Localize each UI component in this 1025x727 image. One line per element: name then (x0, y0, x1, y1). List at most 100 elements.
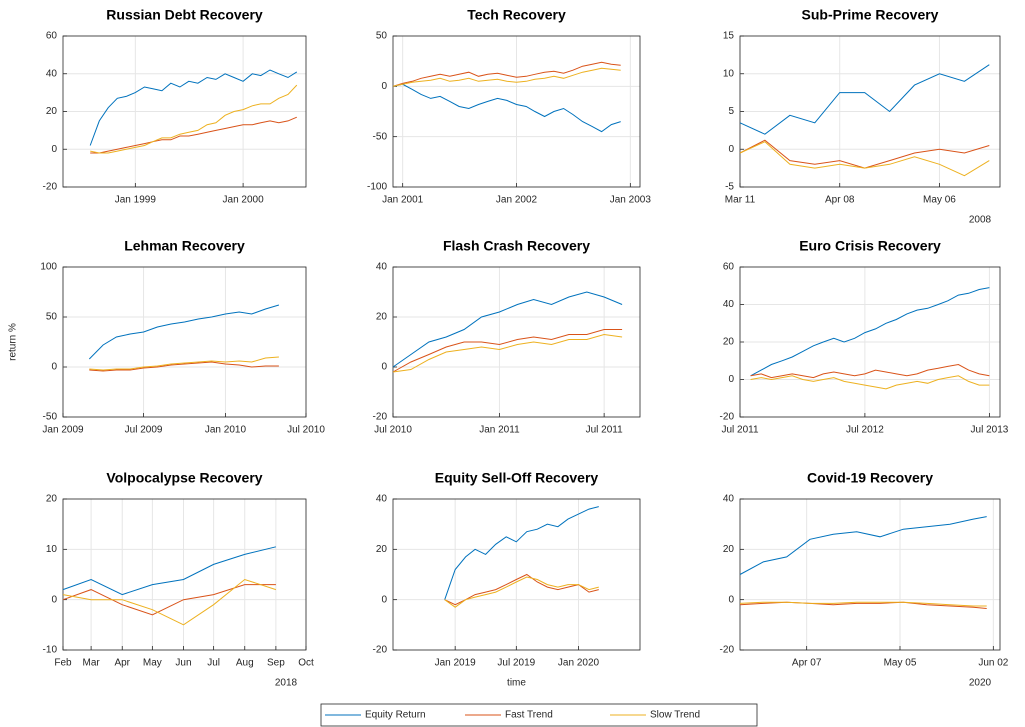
axes-frame (392, 266, 641, 418)
series-line (739, 141, 990, 177)
y-tick-label: 20 (376, 312, 388, 323)
series-line (444, 573, 599, 606)
x-tick-label: Sep (267, 658, 285, 669)
y-tick-label: 0 (381, 362, 387, 373)
x-year-label: 2020 (969, 678, 992, 689)
y-tick-label: 40 (723, 494, 735, 505)
x-tick-label: Jan 2003 (610, 195, 652, 206)
y-tick-label: 50 (46, 312, 58, 323)
x-tick-label: Mar 11 (725, 195, 756, 206)
series-line (392, 329, 623, 373)
series-line (444, 576, 599, 608)
x-year-label: 2018 (275, 678, 298, 689)
y-tick-label: 0 (728, 144, 734, 155)
series-line (444, 506, 599, 600)
series-line (62, 584, 276, 616)
series-line (392, 333, 623, 373)
x-tick-label: May 06 (923, 195, 956, 206)
legend-label: Fast Trend (505, 710, 553, 721)
legend-box (320, 703, 758, 727)
x-tick-label: Jan 2000 (223, 195, 265, 206)
y-tick-label: 0 (728, 374, 734, 385)
y-tick-label: 20 (723, 544, 735, 555)
y-tick-label: 15 (723, 31, 735, 42)
x-tick-label: Oct (298, 658, 314, 669)
x-tick-label: Jul 2013 (971, 425, 1009, 436)
y-tick-label: 0 (381, 594, 387, 605)
x-tick-label: Aug (236, 658, 254, 669)
series-line (89, 361, 279, 372)
y-tick-label: 0 (51, 594, 57, 605)
panel-title: Russian Debt Recovery (106, 7, 263, 23)
x-axis-label: time (507, 678, 526, 689)
x-tick-label: Jan 2010 (205, 425, 247, 436)
x-tick-label: Feb (54, 658, 72, 669)
axes-frame (392, 498, 641, 651)
x-tick-label: Jul 2011 (721, 425, 759, 436)
series-line (750, 363, 990, 379)
series-line (90, 84, 298, 154)
x-tick-label: Mar (82, 658, 100, 669)
plot-area (740, 499, 1000, 650)
x-tick-label: Jul 2010 (287, 425, 325, 436)
panel-title: Volpocalypse Recovery (106, 470, 262, 486)
y-tick-label: 0 (51, 362, 57, 373)
x-tick-label: Jun 02 (978, 658, 1008, 669)
y-tick-label: 0 (728, 594, 734, 605)
series-line (739, 516, 987, 575)
x-tick-label: Jul 2009 (125, 425, 163, 436)
plot-area (393, 267, 640, 417)
y-tick-label: 40 (723, 299, 735, 310)
series-line (750, 287, 990, 377)
series-line (392, 67, 621, 87)
y-tick-label: 20 (723, 337, 735, 348)
panel-title: Euro Crisis Recovery (799, 238, 941, 254)
series-line (739, 64, 990, 135)
axes-frame (739, 266, 1001, 418)
y-tick-label: 10 (723, 68, 735, 79)
y-tick-label: -5 (725, 182, 734, 193)
x-tick-label: Jul 2011 (586, 425, 624, 436)
y-tick-label: 60 (723, 262, 735, 273)
panel-title: Sub-Prime Recovery (802, 7, 939, 23)
y-tick-label: 20 (376, 544, 388, 555)
y-tick-label: -20 (720, 645, 735, 656)
series-line (392, 83, 621, 133)
x-tick-label: Jun (175, 658, 191, 669)
x-tick-label: Jul 2010 (374, 425, 412, 436)
panel-title: Flash Crash Recovery (443, 238, 590, 254)
axes-frame (392, 35, 641, 188)
y-tick-label: 20 (46, 494, 58, 505)
y-tick-label: 50 (376, 31, 388, 42)
x-tick-label: Jan 2019 (435, 658, 477, 669)
x-tick-label: Jan 1999 (115, 195, 157, 206)
x-tick-label: Jan 2009 (42, 425, 84, 436)
legend-label: Slow Trend (650, 710, 700, 721)
panel-title: Equity Sell-Off Recovery (435, 470, 599, 486)
series-line (62, 578, 277, 626)
x-tick-label: Apr 07 (792, 658, 822, 669)
y-tick-label: 40 (376, 262, 388, 273)
axes-frame (62, 266, 307, 418)
plot-area (63, 267, 306, 417)
x-tick-label: Jan 2011 (479, 425, 520, 436)
y-tick-label: 5 (728, 106, 734, 117)
y-tick-label: -20 (373, 412, 388, 423)
y-tick-label: 0 (381, 81, 387, 92)
y-tick-label: -10 (43, 645, 58, 656)
x-tick-label: May (143, 658, 162, 669)
axes-frame (739, 35, 1001, 188)
legend-label: Equity Return (365, 710, 426, 721)
y-tick-label: 40 (376, 494, 388, 505)
series-line (88, 304, 280, 360)
y-tick-label: 10 (46, 544, 58, 555)
y-tick-label: -20 (43, 182, 58, 193)
y-tick-label: 60 (46, 31, 58, 42)
series-line (750, 375, 990, 390)
series-line (62, 546, 277, 596)
series-line (90, 116, 297, 154)
series-line (392, 291, 623, 368)
y-tick-label: 20 (46, 106, 58, 117)
x-tick-label: Apr (114, 658, 130, 669)
axes-frame (62, 498, 307, 651)
